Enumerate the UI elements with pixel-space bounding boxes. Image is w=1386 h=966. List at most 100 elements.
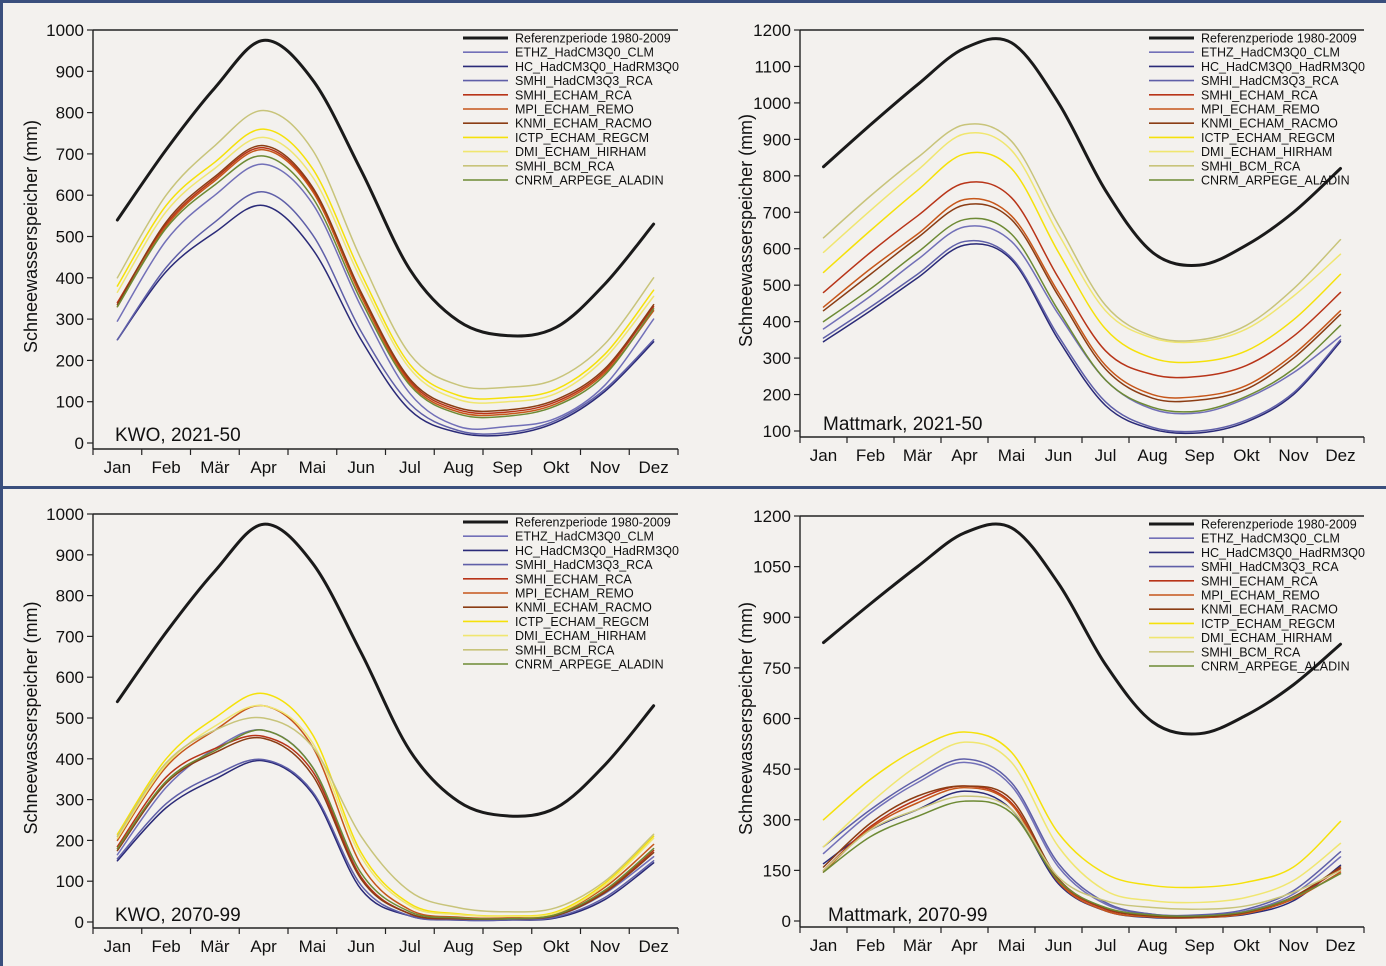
- y-tick-label: 900: [56, 62, 84, 81]
- x-tick-label: Mär: [903, 446, 933, 465]
- legend-label-knmi-echam-racmo: KNMI_ECHAM_RACMO: [515, 117, 652, 131]
- legend-label-dmi-echam-hirham: DMI_ECHAM_HIRHAM: [515, 629, 646, 643]
- legend-label-smhi-hadcm3q3-rca: SMHI_HadCM3Q3_RCA: [1201, 74, 1339, 88]
- y-axis-label: Schneewasserspeicher (mm): [21, 120, 41, 353]
- series-line-dmi-echam-hirham: [822, 131, 1342, 344]
- legend-label-referenzperiode-1980-2009: Referenzperiode 1980-2009: [515, 32, 671, 46]
- legend-label-smhi-bcm-rca: SMHI_BCM_RCA: [1201, 645, 1301, 659]
- legend-label-smhi-echam-rca: SMHI_ECHAM_RCA: [515, 88, 632, 102]
- y-tick-label: 900: [763, 130, 791, 149]
- y-tick-label: 1200: [753, 507, 791, 526]
- series-line-smhi-hadcm3q3-rca: [822, 239, 1342, 433]
- series-line-knmi-echam-racmo: [116, 736, 655, 920]
- series-line-smhi-echam-rca: [116, 734, 655, 921]
- series-line-cnrm-arpege-aladin: [116, 729, 655, 920]
- x-tick-label: Mär: [200, 458, 230, 477]
- y-tick-label: 600: [763, 240, 791, 259]
- x-tick-label: Mai: [299, 458, 326, 477]
- x-tick-label: Okt: [1233, 936, 1260, 955]
- x-tick-label: Dez: [1325, 446, 1355, 465]
- y-tick-label: 300: [56, 310, 84, 329]
- legend-label-hc-hadcm3q0-hadrm3q0: HC_HadCM3Q0_HadRM3Q0: [1201, 546, 1365, 560]
- y-tick-label: 700: [763, 203, 791, 222]
- x-tick-label: Okt: [543, 458, 570, 477]
- x-tick-label: Mär: [200, 937, 230, 956]
- panel-label: KWO, 2021-50: [115, 425, 241, 446]
- x-tick-label: Aug: [1137, 936, 1167, 955]
- y-tick-label: 500: [56, 709, 84, 728]
- y-tick-label: 300: [763, 811, 791, 830]
- y-tick-label: 750: [763, 659, 791, 678]
- series-line-dmi-echam-hirham: [116, 136, 655, 404]
- y-tick-label: 800: [763, 167, 791, 186]
- x-tick-label: Aug: [1137, 446, 1167, 465]
- series-line-smhi-bcm-rca: [822, 123, 1342, 342]
- x-tick-label: Mai: [299, 937, 326, 956]
- y-tick-label: 0: [782, 912, 791, 931]
- x-tick-label: Jul: [1095, 936, 1117, 955]
- y-tick-label: 600: [763, 710, 791, 729]
- legend-label-smhi-echam-rca: SMHI_ECHAM_RCA: [1201, 88, 1318, 102]
- series-line-hc-hadcm3q0-hadrm3q0: [822, 243, 1342, 435]
- x-tick-label: Jan: [104, 458, 131, 477]
- series-line-knmi-echam-racmo: [822, 203, 1342, 403]
- x-tick-label: Apr: [250, 458, 277, 477]
- series-line-referenzperiode-1980-2009: [822, 37, 1342, 267]
- legend-label-dmi-echam-hirham: DMI_ECHAM_HIRHAM: [1201, 631, 1332, 645]
- y-tick-label: 1050: [753, 558, 791, 577]
- legend-label-referenzperiode-1980-2009: Referenzperiode 1980-2009: [1201, 518, 1357, 532]
- legend-label-dmi-echam-hirham: DMI_ECHAM_HIRHAM: [1201, 145, 1332, 159]
- series-line-ictp-echam-regcm: [822, 731, 1342, 889]
- series-line-dmi-echam-hirham: [822, 741, 1342, 904]
- y-tick-label: 300: [763, 349, 791, 368]
- legend-label-ethz-hadcm3q0-clm: ETHZ_HadCM3Q0_CLM: [1201, 532, 1340, 546]
- x-tick-label: Jun: [1045, 446, 1072, 465]
- x-tick-label: Apr: [951, 936, 978, 955]
- legend-label-cnrm-arpege-aladin: CNRM_ARPEGE_ALADIN: [515, 658, 664, 672]
- legend-label-dmi-echam-hirham: DMI_ECHAM_HIRHAM: [515, 145, 646, 159]
- series-line-hc-hadcm3q0-hadrm3q0: [116, 759, 655, 922]
- y-tick-label: 400: [763, 313, 791, 332]
- panel-divider: [0, 486, 1386, 489]
- legend-label-knmi-echam-racmo: KNMI_ECHAM_RACMO: [1201, 117, 1338, 131]
- x-tick-label: Jun: [347, 937, 374, 956]
- y-tick-label: 400: [56, 269, 84, 288]
- chart-kwo-2070-99: 0 100 200 300 400 500 600 700 800 900 1000 Jan Feb Mä…: [21, 505, 679, 956]
- legend-label-smhi-echam-rca: SMHI_ECHAM_RCA: [515, 572, 632, 586]
- x-tick-label: Dez: [639, 458, 669, 477]
- y-tick-label: 900: [763, 608, 791, 627]
- legend-label-ictp-echam-regcm: ICTP_ECHAM_REGCM: [1201, 131, 1335, 145]
- series-line-referenzperiode-1980-2009: [115, 38, 656, 338]
- x-tick-label: Jul: [399, 458, 421, 477]
- legend-label-smhi-bcm-rca: SMHI_BCM_RCA: [515, 643, 615, 657]
- x-tick-label: Sep: [492, 458, 522, 477]
- legend-label-mpi-echam-remo: MPI_ECHAM_REMO: [515, 103, 634, 117]
- series-line-knmi-echam-racmo: [116, 144, 655, 413]
- series-line-ictp-echam-regcm: [116, 128, 655, 400]
- legend-label-knmi-echam-racmo: KNMI_ECHAM_RACMO: [515, 601, 652, 615]
- panel-label: Mattmark, 2070-99: [828, 905, 987, 926]
- y-tick-label: 100: [56, 393, 84, 412]
- chart-kwo-2021-50: 0 100 200 300 400 500 600 700 800 900 1000 Jan Feb Mä…: [21, 21, 679, 477]
- legend-label-mpi-echam-remo: MPI_ECHAM_REMO: [1201, 103, 1320, 117]
- x-tick-label: Jul: [399, 937, 421, 956]
- x-tick-label: Aug: [444, 458, 474, 477]
- y-tick-label: 1100: [754, 57, 791, 76]
- legend-label-hc-hadcm3q0-hadrm3q0: HC_HadCM3Q0_HadRM3Q0: [1201, 60, 1365, 74]
- series-line-smhi-hadcm3q3-rca: [116, 191, 655, 435]
- y-tick-label: 1000: [46, 21, 84, 40]
- legend-label-ethz-hadcm3q0-clm: ETHZ_HadCM3Q0_CLM: [515, 530, 654, 544]
- y-tick-label: 800: [56, 587, 84, 606]
- y-tick-label: 200: [56, 831, 84, 850]
- series-line-smhi-bcm-rca: [116, 109, 655, 390]
- legend-label-referenzperiode-1980-2009: Referenzperiode 1980-2009: [1201, 32, 1357, 46]
- legend-label-smhi-hadcm3q3-rca: SMHI_HadCM3Q3_RCA: [1201, 560, 1339, 574]
- x-tick-label: Apr: [951, 446, 978, 465]
- legend-label-smhi-bcm-rca: SMHI_BCM_RCA: [1201, 159, 1301, 173]
- y-tick-label: 450: [763, 760, 791, 779]
- x-tick-label: Sep: [492, 937, 522, 956]
- legend-label-hc-hadcm3q0-hadrm3q0: HC_HadCM3Q0_HadRM3Q0: [515, 544, 679, 558]
- y-tick-label: 700: [56, 145, 84, 164]
- x-tick-label: Sep: [1184, 936, 1214, 955]
